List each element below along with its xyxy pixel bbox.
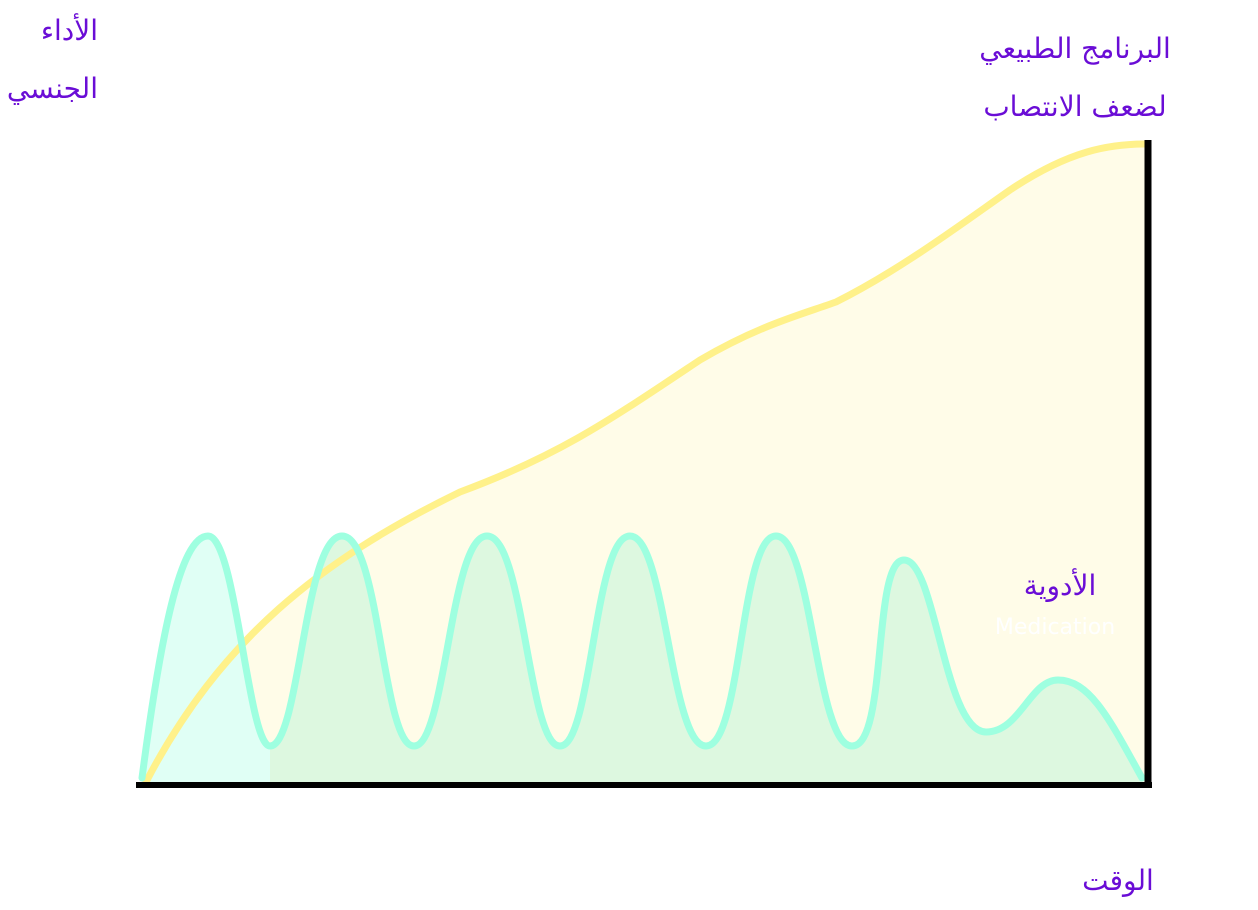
natural-program-label-line-1: البرنامج الطبيعي xyxy=(979,32,1171,65)
natural-program-label-line-2: لضعف الانتصاب xyxy=(983,90,1167,123)
y-axis-label-line-1: الأداء xyxy=(40,14,98,47)
y-axis-label: الأداء الجنسي xyxy=(0,2,98,118)
natural-program-label: البرنامج الطبيعي لضعف الانتصاب xyxy=(940,20,1210,136)
medication-label: الأدوية xyxy=(1023,569,1097,602)
x-axis-label: الوقت xyxy=(1082,864,1154,897)
medication-sublabel: Medication xyxy=(994,615,1116,640)
medication-curve xyxy=(138,532,1146,782)
natural-program-curve xyxy=(142,140,1150,786)
y-axis-label-line-2: الجنسي xyxy=(6,72,98,105)
medication-area xyxy=(270,536,1142,782)
